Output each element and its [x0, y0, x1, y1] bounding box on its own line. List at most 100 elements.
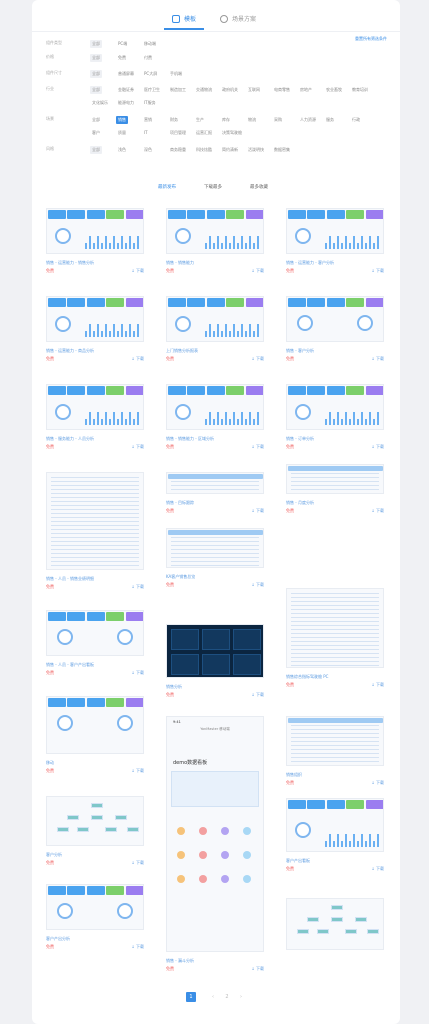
- filter-option[interactable]: 数据密集: [274, 147, 290, 152]
- download-button[interactable]: ↓ 下载: [371, 508, 384, 513]
- filter-option[interactable]: PC大屏: [144, 71, 158, 76]
- template-thumbnail[interactable]: [166, 624, 264, 678]
- template-thumbnail[interactable]: [46, 208, 144, 254]
- filter-option[interactable]: 全部: [90, 70, 102, 78]
- filter-option[interactable]: 电商零售: [274, 87, 290, 92]
- download-button[interactable]: ↓ 下载: [251, 508, 264, 513]
- filter-option[interactable]: 互联网: [248, 87, 260, 92]
- filter-option[interactable]: 财务: [170, 117, 178, 122]
- download-button[interactable]: ↓ 下载: [251, 444, 264, 449]
- template-thumbnail[interactable]: [166, 472, 264, 494]
- download-button[interactable]: ↓ 下载: [131, 584, 144, 589]
- template-title[interactable]: 上门销售分析报表: [166, 348, 198, 353]
- filter-option[interactable]: 客户: [92, 130, 100, 135]
- download-button[interactable]: ↓ 下载: [131, 860, 144, 865]
- filter-option[interactable]: 农业畜牧: [326, 87, 342, 92]
- filter-option[interactable]: 物流: [248, 117, 256, 122]
- template-title[interactable]: 销售 - 服务能力 - 人员分析: [46, 436, 94, 441]
- template-title[interactable]: 销售 - 运营能力 - 商品分析: [46, 348, 94, 353]
- filter-option[interactable]: 文化娱乐: [92, 100, 108, 105]
- template-title[interactable]: 销售 - 月度分析: [286, 500, 314, 505]
- download-button[interactable]: ↓ 下载: [131, 444, 144, 449]
- template-title[interactable]: 销售 - 运营能力 - 客户分析: [286, 260, 334, 265]
- download-button[interactable]: ↓ 下载: [371, 356, 384, 361]
- filter-option[interactable]: 营销: [144, 117, 152, 122]
- template-title[interactable]: 销售 - 目标跟踪: [166, 500, 194, 505]
- filter-option[interactable]: 免费: [118, 55, 126, 60]
- filter-option[interactable]: 决策驾驶舱: [222, 130, 242, 135]
- download-button[interactable]: ↓ 下载: [371, 682, 384, 687]
- filter-option[interactable]: 全部: [90, 40, 102, 48]
- download-button[interactable]: ↓ 下载: [131, 670, 144, 675]
- download-button[interactable]: ↓ 下载: [371, 268, 384, 273]
- page-next-button[interactable]: ›: [240, 994, 242, 1000]
- download-button[interactable]: ↓ 下载: [131, 268, 144, 273]
- template-thumbnail[interactable]: [166, 208, 264, 254]
- filter-option[interactable]: 全部: [92, 117, 100, 122]
- template-thumbnail[interactable]: [286, 208, 384, 254]
- download-button[interactable]: ↓ 下载: [131, 356, 144, 361]
- filter-option[interactable]: 科技炫酷: [196, 147, 212, 152]
- template-title[interactable]: 销售 - 人员 - 客户产出看板: [46, 662, 94, 667]
- template-thumbnail[interactable]: [166, 296, 264, 342]
- template-title[interactable]: 客户产出分析: [46, 936, 70, 941]
- filter-option[interactable]: 深色: [144, 147, 152, 152]
- download-button[interactable]: ↓ 下载: [251, 582, 264, 587]
- download-button[interactable]: ↓ 下载: [131, 768, 144, 773]
- filter-option[interactable]: 生产: [196, 117, 204, 122]
- filter-option[interactable]: IT: [144, 130, 148, 135]
- tab-scenarios[interactable]: 场景方案: [220, 14, 256, 23]
- filter-option[interactable]: 普通屏幕: [118, 71, 134, 76]
- filter-option[interactable]: PC端: [118, 41, 128, 46]
- template-thumbnail[interactable]: [46, 796, 144, 846]
- download-button[interactable]: ↓ 下载: [371, 780, 384, 785]
- template-title[interactable]: 销售分析: [166, 684, 182, 689]
- template-title[interactable]: 销售 - 运营能力 - 销售分析: [46, 260, 94, 265]
- filter-option[interactable]: 政府机关: [222, 87, 238, 92]
- filter-option[interactable]: 金融证券: [118, 87, 134, 92]
- template-title[interactable]: 销售 - 人员 - 销售业绩明细: [46, 576, 94, 581]
- template-thumbnail[interactable]: [286, 898, 384, 950]
- filter-option[interactable]: 房地产: [300, 87, 312, 92]
- template-title[interactable]: KA客户销售总览: [166, 574, 196, 579]
- filter-option[interactable]: 行政: [352, 117, 360, 122]
- page-prev-button[interactable]: ‹: [212, 994, 214, 1000]
- filter-option[interactable]: 全部: [90, 54, 102, 62]
- filter-option[interactable]: 浅色: [118, 147, 126, 152]
- template-thumbnail[interactable]: [46, 696, 144, 754]
- template-title[interactable]: 销售 - 漏斗分析: [166, 958, 194, 963]
- filter-option[interactable]: 商务稳重: [170, 147, 186, 152]
- filter-option[interactable]: 项目管理: [170, 130, 186, 135]
- page-2-button[interactable]: 2: [225, 994, 229, 1000]
- filter-option[interactable]: IT服务: [144, 100, 156, 105]
- download-button[interactable]: ↓ 下载: [251, 356, 264, 361]
- template-thumbnail[interactable]: [286, 384, 384, 430]
- filter-option[interactable]: 活泼明快: [248, 147, 264, 152]
- template-thumbnail[interactable]: [46, 296, 144, 342]
- filter-option[interactable]: 简约清新: [222, 147, 238, 152]
- template-title[interactable]: 销售 - 销售能力: [166, 260, 194, 265]
- filter-option[interactable]: 采购: [274, 117, 282, 122]
- template-thumbnail[interactable]: [46, 884, 144, 930]
- filter-option[interactable]: 制造加工: [170, 87, 186, 92]
- filter-option[interactable]: 能源电力: [118, 100, 134, 105]
- template-title[interactable]: 客户产出看板: [286, 858, 310, 863]
- filter-option[interactable]: 全部: [90, 86, 102, 94]
- sort-favorites[interactable]: 最多收藏: [250, 185, 268, 190]
- filter-option[interactable]: 质量: [118, 130, 126, 135]
- download-button[interactable]: ↓ 下载: [371, 444, 384, 449]
- template-title[interactable]: 客户分析: [46, 852, 62, 857]
- filter-option[interactable]: 移动端: [144, 41, 156, 46]
- template-thumbnail[interactable]: [286, 588, 384, 668]
- template-title[interactable]: 移动: [46, 760, 54, 765]
- filter-option[interactable]: 教育培训: [352, 87, 368, 92]
- template-thumbnail[interactable]: [46, 610, 144, 656]
- filter-option[interactable]: 交通物流: [196, 87, 212, 92]
- template-thumbnail[interactable]: [286, 716, 384, 766]
- filter-option[interactable]: 运营汇报: [196, 130, 212, 135]
- download-button[interactable]: ↓ 下载: [251, 966, 264, 971]
- filter-option[interactable]: 销售: [116, 116, 128, 124]
- template-thumbnail[interactable]: [286, 296, 384, 342]
- filter-option[interactable]: 全部: [90, 146, 102, 154]
- filter-option[interactable]: 医疗卫生: [144, 87, 160, 92]
